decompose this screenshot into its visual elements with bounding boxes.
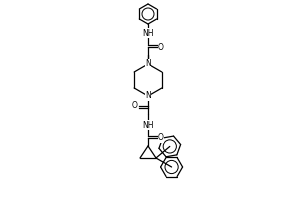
Text: O: O bbox=[158, 43, 164, 51]
Text: O: O bbox=[158, 134, 164, 142]
Text: N: N bbox=[145, 60, 151, 68]
Text: O: O bbox=[132, 102, 138, 110]
Text: N: N bbox=[145, 92, 151, 100]
Text: NH: NH bbox=[142, 28, 154, 38]
Text: NH: NH bbox=[142, 120, 154, 130]
